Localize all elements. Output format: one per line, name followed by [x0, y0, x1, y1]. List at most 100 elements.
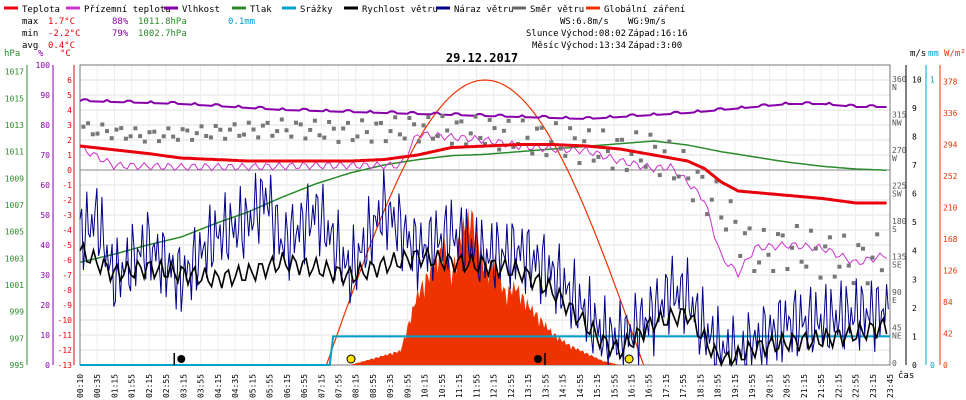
- chart-title: 29.12.2017: [446, 51, 518, 65]
- x-tick-label: 09:55: [403, 374, 412, 398]
- wind-direction-point: [624, 168, 629, 172]
- x-tick-label: 22:55: [852, 374, 861, 398]
- x-tick-label: 13:15: [524, 374, 533, 398]
- wind-direction-point: [728, 199, 733, 204]
- direction-tick-label: 0: [892, 359, 897, 368]
- wind-tick-label: 4: [912, 247, 917, 256]
- wind-direction-point: [360, 118, 365, 123]
- wind-direction-point: [870, 255, 875, 260]
- wind-direction-point: [719, 215, 724, 220]
- wind-direction-point: [171, 134, 176, 139]
- wind-direction-point: [804, 264, 809, 269]
- wind-direction-point: [464, 142, 469, 147]
- wind-direction-point: [109, 136, 114, 141]
- direction-cardinal-label: E: [892, 296, 897, 305]
- wind-tick-label: 9: [912, 104, 917, 113]
- temp-tick-label: -6: [62, 256, 72, 265]
- wind-direction-point: [383, 139, 388, 144]
- sun-moon-panel: WS:6.8m/s WG:9m/s Slunce Východ:08:02 Zá…: [526, 17, 688, 51]
- wind-direction-point: [237, 133, 242, 138]
- wind-direction-point: [572, 136, 577, 141]
- wind-direction-point: [223, 136, 228, 141]
- wind-direction-point: [459, 119, 464, 124]
- x-tick-label: 23:45: [886, 374, 895, 398]
- wind-direction-point: [705, 212, 710, 217]
- temp-tick-label: -8: [62, 286, 72, 295]
- wind-direction-point: [105, 129, 109, 134]
- humidity-line: [79, 98, 887, 120]
- wind-direction-point: [776, 232, 780, 237]
- wind-direction-point: [813, 246, 818, 251]
- pressure-tick-label: 1013: [5, 121, 24, 130]
- plot-area: [79, 79, 890, 368]
- wind-direction-point: [270, 133, 275, 138]
- wind-direction-point: [185, 128, 190, 133]
- direction-cardinal-label: SE: [892, 260, 902, 269]
- wind-direction-point: [657, 173, 662, 178]
- rain-line: [80, 335, 890, 366]
- wind-direction-point: [454, 120, 459, 125]
- wind-direction-point: [440, 114, 445, 119]
- moonset-value: Západ:3:00: [628, 41, 682, 51]
- wind-direction-point: [842, 233, 847, 238]
- wind-direction-point: [879, 268, 884, 273]
- wind-direction-point: [242, 132, 246, 137]
- moon-label: Měsíc: [532, 41, 559, 51]
- wind-direction-point: [865, 281, 870, 286]
- wind-direction-point: [733, 219, 738, 224]
- legend-label: Náraz větru: [454, 5, 514, 15]
- wind-direction-point: [194, 131, 199, 136]
- wind-direction-point: [525, 135, 530, 140]
- radiation-tick-label: 84: [943, 298, 953, 307]
- wind-direction-point: [336, 139, 341, 144]
- wind-direction-point: [350, 138, 355, 143]
- wind-direction-point: [397, 132, 402, 137]
- wind-direction-point: [582, 139, 587, 144]
- humidity-tick-label: 70: [40, 151, 50, 160]
- legend-label: Tlak: [250, 5, 272, 15]
- temp-tick-label: -11: [58, 331, 73, 340]
- radiation-clear-sky-curve: [325, 79, 645, 366]
- wind-direction-point: [478, 135, 483, 140]
- wind-tick-label: 6: [912, 190, 917, 199]
- wind-direction-point: [473, 114, 478, 119]
- sunrise-marker: [346, 354, 356, 364]
- x-tick-label: 08:15: [352, 374, 361, 398]
- wind-direction-point: [393, 115, 398, 120]
- wind-direction-point: [695, 169, 700, 174]
- wind-direction-point: [308, 127, 313, 132]
- pressure-tick-label: 995: [10, 361, 25, 370]
- stats-panel: max 1.7°C 88% 1011.8hPa 0.1mm min -2.2°C…: [22, 17, 255, 51]
- wg-value: WG:9m/s: [628, 17, 666, 27]
- direction-cardinal-label: N: [892, 83, 897, 92]
- wind-direction-point: [166, 126, 171, 131]
- wind-direction-point: [672, 176, 676, 181]
- wind-direction-point: [298, 122, 303, 127]
- wind-direction-point: [558, 146, 563, 151]
- wind-direction-point: [100, 122, 105, 127]
- wind-direction-point: [714, 179, 719, 184]
- min-hum: 79%: [112, 29, 129, 39]
- x-tick-label: 11:15: [455, 374, 464, 398]
- x-tick-label: 20:55: [783, 374, 792, 398]
- wind-direction-point: [544, 153, 549, 158]
- wind-direction-point: [553, 121, 558, 126]
- wind-direction-point: [530, 151, 535, 156]
- x-tick-label: 08:55: [369, 374, 378, 398]
- unit-wm2: W/m²: [944, 49, 966, 59]
- wind-direction-point: [327, 120, 332, 124]
- x-tick-label: 12:55: [507, 374, 516, 398]
- unit-celsius: °C: [60, 49, 71, 59]
- radiation-tick-label: 168: [943, 235, 958, 244]
- x-tick-label: 05:15: [248, 374, 257, 398]
- sunset-marker: [624, 354, 634, 364]
- legend-label: Vlhkost: [182, 5, 220, 15]
- wind-direction-point: [497, 147, 502, 152]
- wind-direction-point: [832, 274, 837, 279]
- humidity-tick-label: 10: [40, 331, 50, 340]
- wind-direction-point: [147, 130, 152, 135]
- wind-direction-point: [374, 121, 379, 126]
- wind-direction-point: [483, 142, 487, 146]
- x-tick-label: 07:55: [335, 374, 344, 398]
